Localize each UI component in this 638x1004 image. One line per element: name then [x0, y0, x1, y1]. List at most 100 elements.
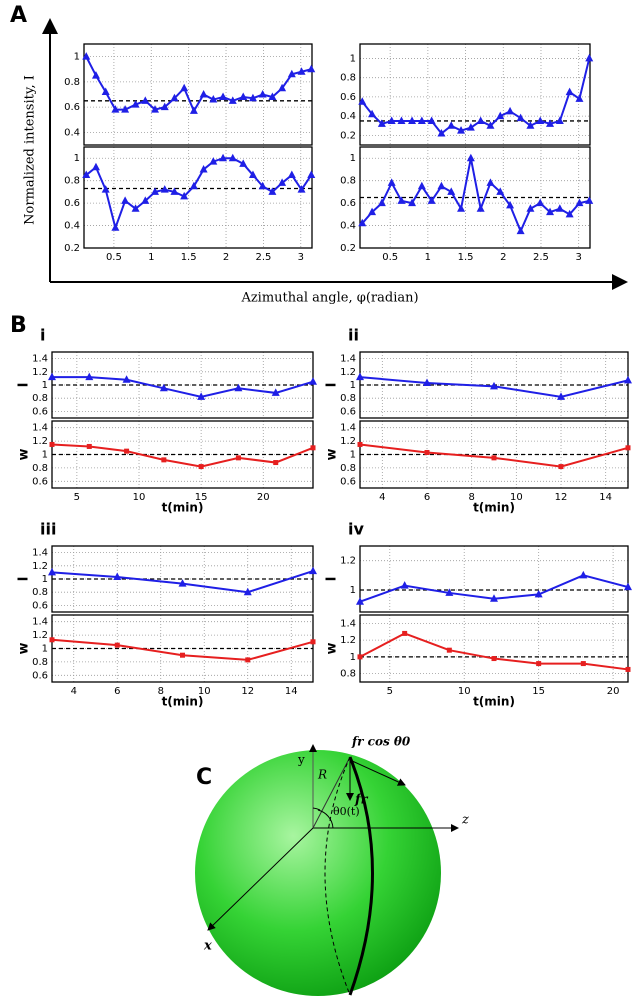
x-tick-label: 3 — [298, 252, 304, 263]
x-tick-label: 4 — [71, 686, 77, 697]
marker — [160, 102, 169, 111]
marker — [248, 170, 257, 179]
y-tick-label: 1 — [350, 153, 356, 164]
marker — [245, 657, 251, 663]
marker — [491, 455, 497, 461]
tangent-force — [349, 759, 406, 786]
panel-label: iii — [40, 520, 56, 539]
marker — [575, 94, 584, 102]
x-tick-label: 20 — [607, 686, 620, 697]
marker — [476, 204, 485, 212]
y-tick-label: 1.2 — [32, 630, 48, 641]
y-tick-label: 1.2 — [32, 561, 48, 572]
marker — [397, 116, 406, 124]
data-line — [361, 158, 590, 234]
marker — [408, 198, 417, 207]
marker — [437, 181, 446, 190]
y-tick-label: 0.2 — [340, 130, 356, 141]
marker — [516, 226, 525, 235]
y-tick-label: 0.8 — [32, 393, 48, 404]
marker — [536, 661, 542, 667]
x-axis-label: t(min) — [473, 501, 515, 515]
force-label: fr — [354, 793, 369, 808]
x-axis-label: Azimuthal angle, φ(radian) — [240, 291, 418, 306]
marker — [114, 642, 120, 648]
x-tick-label: 15 — [195, 492, 208, 503]
x-tick-label: 12 — [241, 686, 254, 697]
marker — [297, 67, 306, 75]
x-tick-label: 14 — [599, 492, 612, 503]
marker — [496, 111, 505, 120]
data-line — [85, 56, 312, 114]
y-tick-label: 1 — [350, 652, 356, 663]
y-tick-label: 1.4 — [340, 354, 356, 365]
x-tick-label: 4 — [379, 492, 385, 503]
marker — [309, 377, 317, 385]
marker — [122, 375, 131, 383]
marker — [457, 126, 466, 134]
marker — [48, 567, 56, 576]
marker — [111, 105, 120, 113]
y-tick-label: 1.4 — [32, 354, 48, 365]
marker — [49, 441, 55, 447]
marker — [151, 105, 160, 113]
radius-line — [312, 756, 351, 829]
marker — [516, 113, 525, 122]
plot-frame — [83, 43, 313, 146]
y-axis-label: Normalized intensity, I — [23, 75, 38, 225]
marker — [356, 597, 364, 605]
y-tick-label: 1 — [350, 450, 356, 461]
x-tick-label: 8 — [158, 686, 164, 697]
y-tick-label: 1 — [350, 53, 356, 64]
marker — [178, 579, 187, 587]
y-tick-label: 0.6 — [64, 102, 80, 113]
y-tick-label: 1 — [42, 644, 48, 655]
marker — [397, 196, 406, 204]
marker — [555, 204, 564, 212]
marker — [447, 121, 456, 129]
marker — [180, 191, 189, 200]
y-tick-label: 0.8 — [32, 657, 48, 668]
y-tick-label: 0.6 — [32, 406, 48, 417]
marker — [357, 654, 363, 660]
marker — [506, 200, 515, 209]
marker — [239, 159, 248, 167]
axis-label: z — [461, 813, 469, 828]
marker — [243, 587, 252, 596]
axis-label: y — [297, 753, 305, 767]
marker — [408, 116, 417, 124]
marker — [101, 185, 110, 193]
sphere — [195, 750, 441, 996]
y-tick-label: 0.2 — [64, 243, 80, 254]
marker — [121, 105, 130, 113]
marker — [534, 589, 543, 598]
marker — [496, 187, 505, 195]
marker — [141, 96, 150, 104]
y-tick-label: 0.8 — [340, 463, 356, 474]
marker — [170, 187, 179, 195]
marker — [235, 455, 241, 461]
y-tick-label: 0.4 — [64, 127, 80, 138]
panel-label: i — [40, 326, 45, 345]
hidden-meridian — [324, 756, 351, 996]
marker — [307, 170, 316, 179]
y-tick-label: 1 — [42, 380, 48, 391]
y-axis-label: w — [325, 642, 340, 654]
marker — [490, 381, 498, 390]
plot-frame — [51, 614, 314, 683]
x-tick-label: 2.5 — [255, 252, 271, 263]
y-tick-label: 0.8 — [64, 77, 80, 88]
y-tick-label: 0.8 — [340, 669, 356, 680]
y-axis-label: I — [17, 577, 32, 582]
y-tick-label: 1 — [350, 380, 356, 391]
marker — [506, 106, 515, 115]
marker — [170, 93, 179, 102]
data-line — [52, 376, 314, 398]
meridian — [348, 756, 374, 996]
data-line — [361, 58, 591, 135]
data-line — [85, 157, 313, 232]
y-axis-label: I — [325, 577, 340, 582]
marker — [131, 204, 140, 212]
marker — [565, 209, 574, 218]
